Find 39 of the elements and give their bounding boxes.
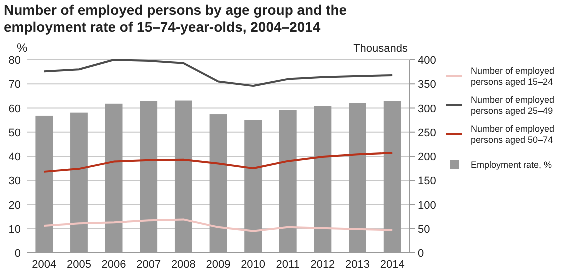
y-tick-label: 40 <box>8 152 21 164</box>
y2-tick-label: 200 <box>418 152 436 164</box>
y2-tick-label: 100 <box>418 200 436 212</box>
x-tick-label: 2006 <box>102 259 126 271</box>
x-tick-label: 2010 <box>241 259 266 271</box>
y-tick-label: 80 <box>8 55 21 67</box>
y2-tick-label: 250 <box>418 127 436 140</box>
x-tick-label: 2007 <box>136 259 162 271</box>
y-tick-label: 0 <box>14 248 21 260</box>
y2-axis-title: Thousands <box>354 43 408 55</box>
line-series <box>43 218 394 232</box>
y2-tick-label: 0 <box>418 248 424 260</box>
y2-tick-label: 350 <box>418 79 436 92</box>
y2-tick-label: 150 <box>418 176 436 188</box>
x-tick-label: 2012 <box>310 259 336 271</box>
legend-label: Number of employed persons aged 15–24 <box>471 66 555 87</box>
y2-tick-label: 300 <box>418 103 436 116</box>
y-tick-label: 30 <box>8 176 21 188</box>
line-series <box>43 59 394 88</box>
y-axis-title: % <box>17 41 28 55</box>
y2-tick-label: 400 <box>418 55 436 67</box>
y-tick-label: 10 <box>8 224 21 236</box>
chart-title: Number of employed persons by age group and the employment rate of 15–74-year-olds, 2004–2014 <box>4 2 348 35</box>
x-tick-label: 2008 <box>171 259 196 271</box>
x-tick-label: 2011 <box>276 259 300 271</box>
y-tick-label: 50 <box>8 127 21 140</box>
x-tick-label: 2005 <box>66 259 92 271</box>
y-tick-label: 70 <box>8 79 21 92</box>
x-tick-label: 2004 <box>32 259 57 271</box>
x-tick-label: 2014 <box>380 259 405 271</box>
legend-label: Number of employed persons aged 50–74 <box>471 124 555 145</box>
line-series <box>43 152 394 173</box>
y-tick-label: 20 <box>8 200 21 212</box>
x-tick-label: 2009 <box>206 259 231 271</box>
legend-label: Number of employed persons aged 25–49 <box>471 95 555 116</box>
x-tick-label: 2013 <box>346 259 370 271</box>
y2-tick-label: 50 <box>418 224 430 236</box>
legend-label: Employment rate, % <box>471 160 552 170</box>
y-tick-label: 60 <box>8 103 21 116</box>
